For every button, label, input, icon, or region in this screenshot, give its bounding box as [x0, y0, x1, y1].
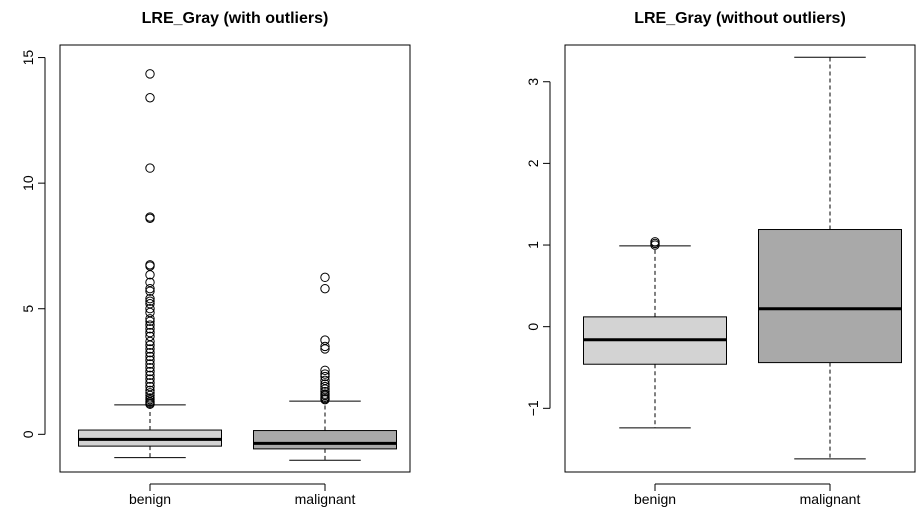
outlier-point	[145, 270, 155, 280]
plot-frame	[59, 44, 411, 473]
chart-title: LRE_Gray (with outliers)	[142, 10, 329, 27]
outlier-point	[145, 163, 155, 173]
y-tick-label: 0	[20, 430, 36, 438]
y-tick-label: 15	[20, 50, 36, 66]
outlier-point	[145, 378, 155, 388]
outlier-point	[145, 347, 155, 358]
iqr-box	[758, 229, 902, 364]
outlier-point	[145, 344, 155, 354]
y-axis: −1 0 1 2 3	[525, 78, 551, 416]
outlier-point	[145, 351, 155, 362]
outlier-point	[145, 366, 155, 377]
y-tick-label: 1	[525, 241, 541, 249]
outlier-point	[145, 363, 155, 373]
outlier-point	[145, 320, 155, 330]
x-axis: benign malignant	[129, 483, 356, 507]
outlier-point	[320, 369, 330, 379]
outlier-point	[145, 324, 155, 334]
x-tick-label: benign	[129, 491, 171, 507]
y-tick-label: 5	[20, 305, 36, 313]
outlier-point	[320, 341, 330, 352]
outlier-point	[145, 336, 155, 347]
plot-frame	[564, 44, 916, 473]
box-benign	[78, 69, 222, 459]
y-axis: 0 5 10 15	[20, 50, 46, 438]
y-tick-label: 0	[525, 323, 541, 331]
outlier-point	[145, 316, 155, 326]
outlier-point	[320, 379, 330, 389]
box-malignant	[758, 56, 902, 460]
outlier-point	[320, 344, 330, 354]
outlier-point	[145, 385, 155, 396]
x-tick-label: malignant	[800, 491, 861, 507]
panel-without-outliers: LRE_Gray (without outliers) −1 0 1 2 3 benig…	[525, 10, 916, 507]
outlier-point	[145, 293, 155, 304]
x-tick-label: benign	[634, 491, 676, 507]
box-marks	[583, 56, 902, 460]
y-tick-label: 10	[20, 175, 36, 191]
outlier-point	[145, 314, 155, 324]
box-malignant	[253, 272, 397, 461]
panel-with-outliers: LRE_Gray (with outliers) 0 5 10 15 benign m…	[20, 10, 411, 507]
outlier-point	[145, 374, 155, 384]
chart-title: LRE_Gray (without outliers)	[634, 10, 846, 27]
iqr-box	[253, 430, 397, 450]
x-axis: benign malignant	[634, 483, 861, 507]
outlier-point	[145, 213, 155, 224]
outlier-point	[320, 283, 330, 294]
y-tick-label: −1	[525, 400, 541, 416]
outlier-point	[145, 283, 155, 294]
outlier-point	[145, 69, 155, 79]
outlier-point	[145, 286, 155, 296]
box-benign	[583, 237, 727, 429]
x-tick-label: malignant	[295, 491, 356, 507]
y-tick-label: 2	[525, 159, 541, 167]
outlier-point	[320, 365, 330, 375]
outlier-point	[145, 355, 155, 365]
outlier-point	[320, 394, 330, 405]
outlier-point	[145, 93, 155, 103]
box-marks	[78, 69, 397, 461]
outlier-point	[320, 371, 330, 382]
outlier-point	[145, 304, 155, 314]
outlier-point	[145, 359, 155, 369]
y-tick-label: 3	[525, 78, 541, 86]
outlier-point	[145, 296, 155, 306]
outlier-point	[145, 399, 155, 409]
outlier-point	[320, 272, 330, 283]
outlier-point	[145, 370, 155, 380]
outlier-point	[650, 240, 660, 250]
outlier-point	[145, 340, 155, 350]
